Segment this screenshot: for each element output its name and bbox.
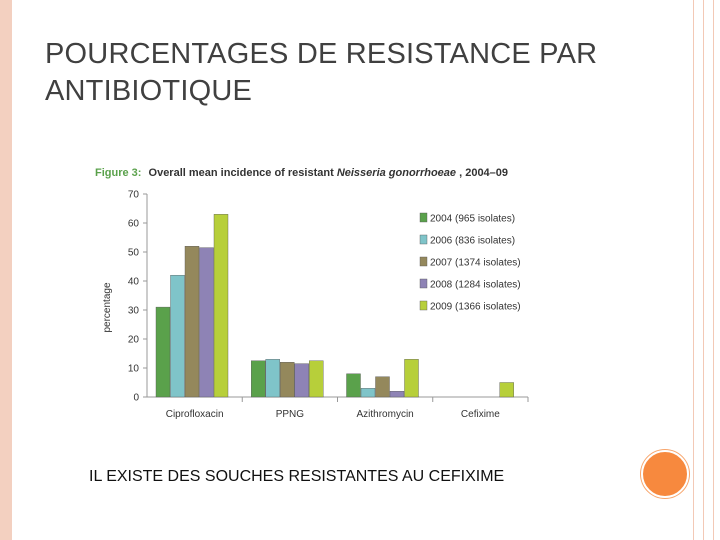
slide-title: POURCENTAGES DE RESISTANCE PAR ANTIBIOTI… [45,38,598,107]
legend-label: 2004 (965 isolates) [430,214,515,225]
y-tick-label: 70 [128,190,140,201]
x-tick-label: Ciprofloxacin [166,409,224,420]
bar [170,274,185,398]
legend-swatch [419,300,428,311]
right-decor-line [703,0,704,540]
bar [184,245,200,398]
legend-label: 2009 (1366 isolates) [430,302,521,313]
x-tick-label: Cefixime [461,409,500,420]
y-tick-label: 60 [128,219,140,230]
chart-title-prefix: Overall mean incidence of resistant [149,167,337,179]
chart-figure-label: Figure 3: [95,167,141,179]
chart-title-suffix: , 2004–09 [459,167,508,179]
bar [309,360,324,398]
legend-label: 2007 (1374 isolates) [430,258,521,269]
y-tick-label: 20 [128,335,140,346]
chart-title: Figure 3: Overall mean incidence of resi… [95,167,508,179]
bar [346,373,361,398]
resistance-bar-chart: Figure 3: Overall mean incidence of resi… [95,167,529,420]
legend-label: 2008 (1284 isolates) [430,280,521,291]
legend-swatch [419,278,428,289]
chart-title-italic: Neisseria gonorrhoeae [337,167,456,179]
left-accent-bar [0,0,12,540]
slide-caption: IL EXISTE DES SOUCHES RESISTANTES AU CEF… [89,468,505,485]
bar [251,360,266,398]
legend-swatch [419,234,428,245]
y-axis-label: percentage [102,282,113,332]
legend-label: 2006 (836 isolates) [430,236,515,247]
bar [389,390,405,398]
y-tick-label: 40 [128,277,140,288]
legend-swatch [419,212,428,223]
x-tick-label: PPNG [276,409,305,420]
bar [375,376,390,398]
bar [213,214,229,398]
legend-swatch [419,256,428,267]
x-tick-label: Azithromycin [357,409,414,420]
right-decor-line [693,0,694,540]
bar [404,359,419,398]
y-tick-label: 0 [133,393,139,404]
bar [280,361,295,398]
right-decor-line [713,0,714,540]
orange-circle-decoration [641,450,689,498]
y-tick-label: 30 [128,306,140,317]
bar [499,382,514,398]
bar [199,247,214,398]
bar [265,359,280,398]
y-tick-label: 10 [128,364,140,375]
bar [294,363,309,398]
bar [155,306,171,398]
y-tick-label: 50 [128,248,140,259]
bar [360,388,376,398]
